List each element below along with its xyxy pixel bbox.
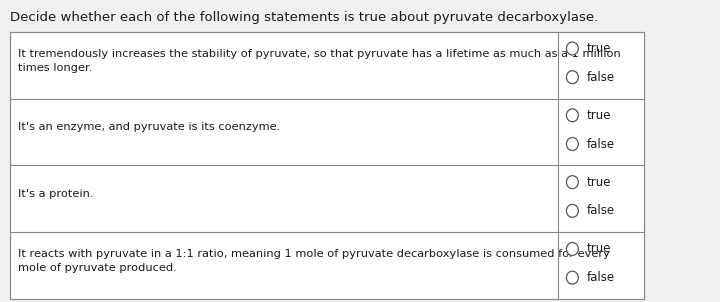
Ellipse shape (567, 271, 578, 284)
Ellipse shape (567, 137, 578, 150)
Text: true: true (587, 176, 611, 189)
Text: It's a protein.: It's a protein. (18, 189, 94, 199)
Text: false: false (587, 204, 615, 217)
Ellipse shape (567, 109, 578, 122)
Ellipse shape (567, 243, 578, 255)
Ellipse shape (567, 71, 578, 84)
Ellipse shape (567, 204, 578, 217)
FancyBboxPatch shape (10, 32, 644, 299)
Text: false: false (587, 137, 615, 150)
Text: true: true (587, 42, 611, 55)
Text: It reacts with pyruvate in a 1:1 ratio, meaning 1 mole of pyruvate decarboxylase: It reacts with pyruvate in a 1:1 ratio, … (18, 249, 610, 273)
Text: false: false (587, 71, 615, 84)
Text: false: false (587, 271, 615, 284)
Ellipse shape (567, 176, 578, 189)
Text: true: true (587, 243, 611, 255)
Text: It's an enzyme, and pyruvate is its coenzyme.: It's an enzyme, and pyruvate is its coen… (18, 122, 280, 132)
Text: Decide whether each of the following statements is true about pyruvate decarboxy: Decide whether each of the following sta… (10, 11, 598, 24)
Text: It tremendously increases the stability of pyruvate, so that pyruvate has a life: It tremendously increases the stability … (18, 49, 621, 72)
Ellipse shape (567, 42, 578, 55)
Text: true: true (587, 109, 611, 122)
